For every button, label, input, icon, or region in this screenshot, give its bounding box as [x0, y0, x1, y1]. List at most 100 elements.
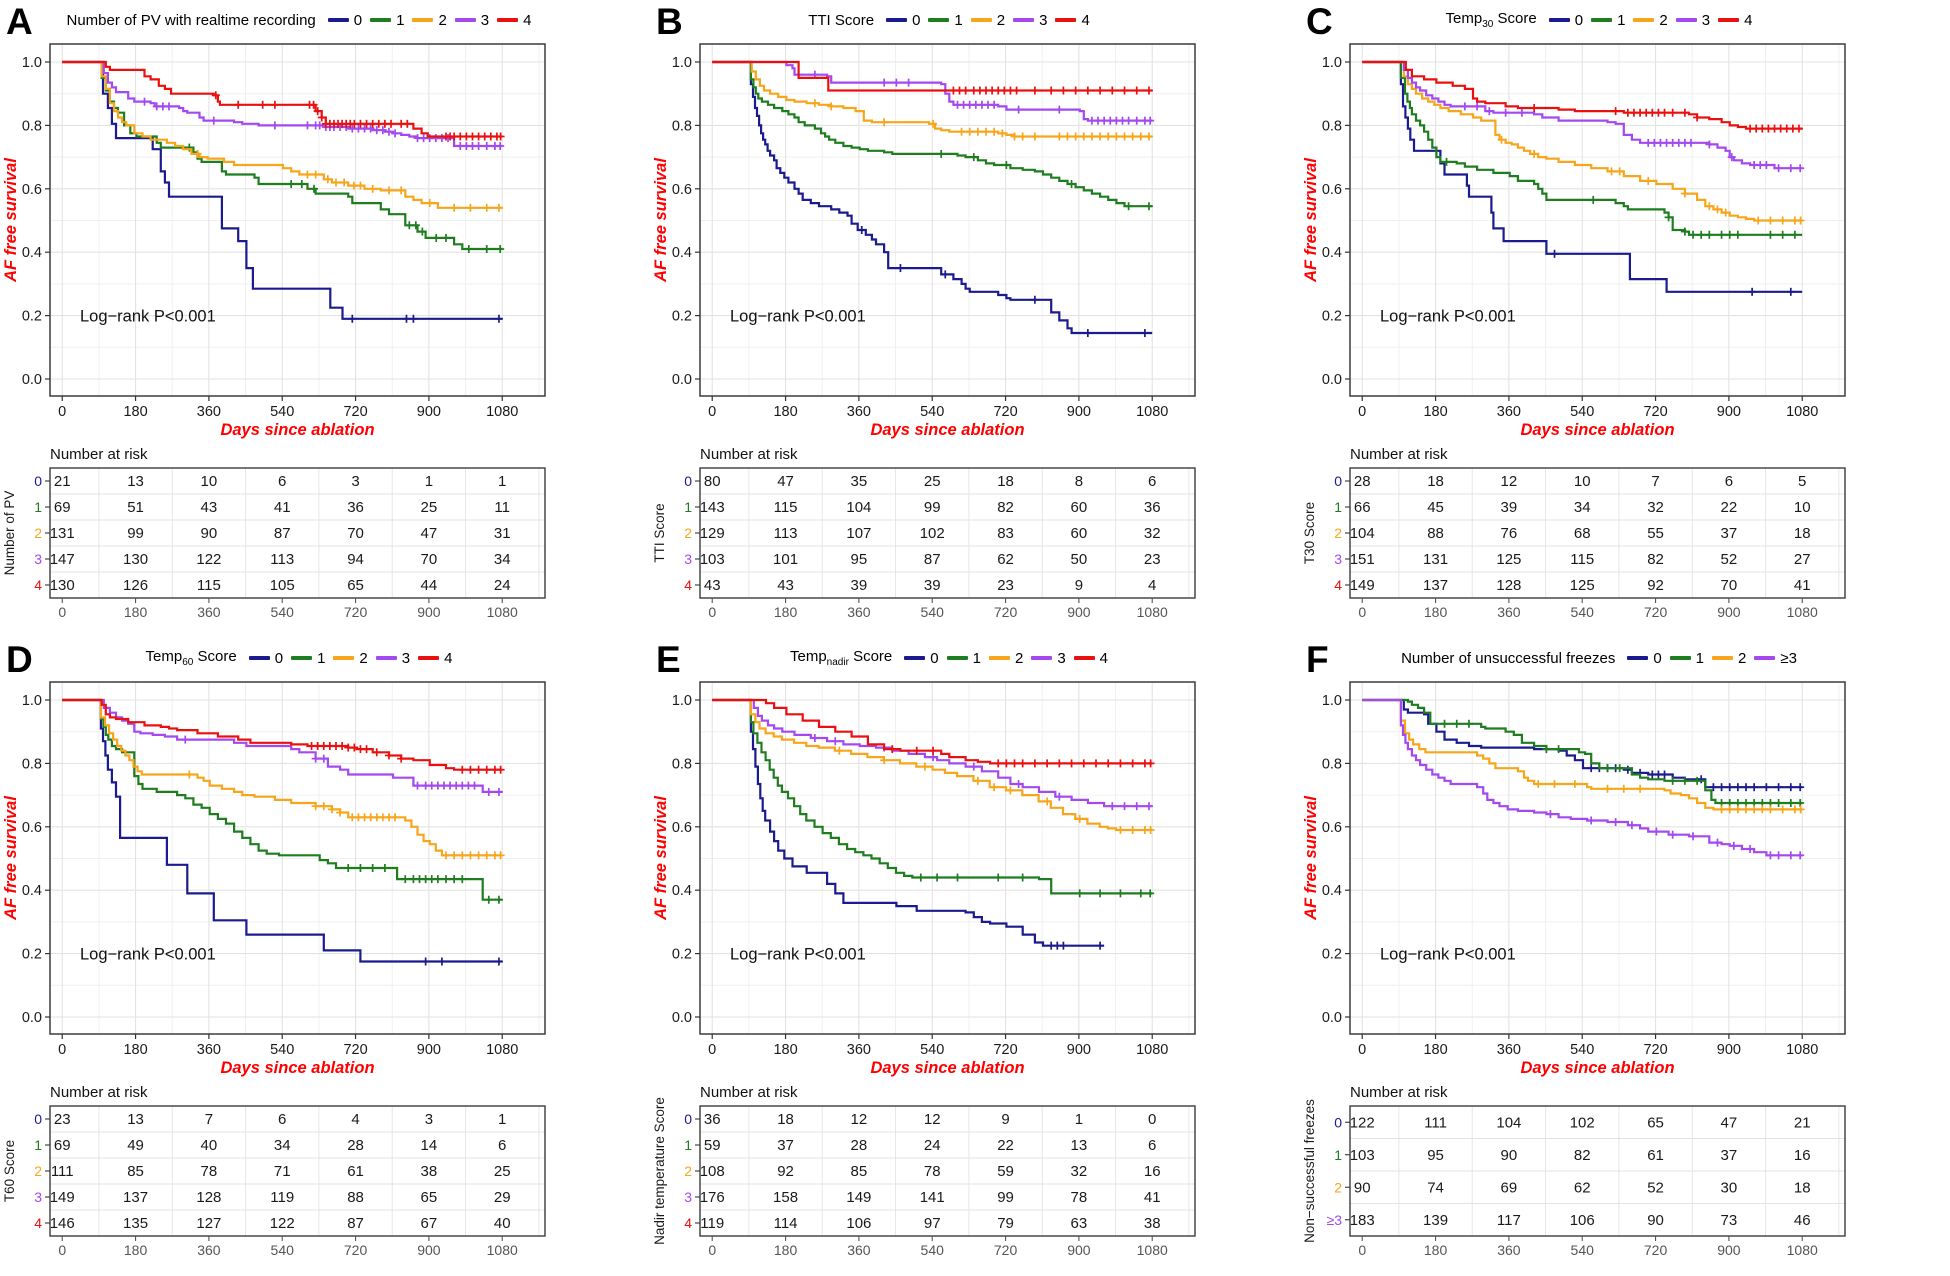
risk-x-tick-label: 900 — [1717, 1242, 1741, 1258]
panel-f: F Number of unsuccessful freezes 0 1 2 ≥3 0.… — [1300, 638, 1950, 1276]
x-tick-label: 540 — [1570, 404, 1594, 420]
legend-item: 0 — [904, 650, 939, 667]
risk-value: 3 — [351, 473, 359, 490]
risk-value: 40 — [494, 1215, 511, 1232]
legend-label: 4 — [523, 11, 532, 29]
risk-value: 18 — [1427, 473, 1444, 490]
y-tick-label: 0.6 — [1322, 820, 1342, 836]
risk-value: 27 — [1794, 551, 1811, 568]
y-tick-label: 0.2 — [1322, 309, 1342, 325]
risk-value: 41 — [1144, 1189, 1161, 1206]
legend-item: 3 — [1675, 12, 1710, 29]
risk-value: 131 — [1423, 551, 1448, 568]
y-tick-label: 0.8 — [1322, 118, 1342, 134]
risk-value: 62 — [997, 551, 1014, 568]
x-tick-label: 0 — [1358, 404, 1366, 420]
risk-value: 39 — [1501, 499, 1518, 516]
risk-x-tick-label: 900 — [417, 1242, 441, 1258]
x-tick-label: 1080 — [486, 404, 518, 420]
x-tick-label: 180 — [773, 404, 797, 420]
legend-label: 3 — [1039, 11, 1048, 29]
risk-value: 87 — [274, 525, 291, 542]
risk-value: 61 — [1647, 1147, 1664, 1164]
risk-x-tick-label: 360 — [1497, 1242, 1521, 1258]
risk-row-label: 1 — [684, 499, 692, 515]
km-curve-3 — [1362, 60, 1803, 170]
legend-line-icon — [928, 18, 950, 22]
x-tick-label: 540 — [920, 404, 944, 420]
risk-x-tick-label: 180 — [1424, 604, 1448, 620]
x-tick-label: 1080 — [1786, 404, 1818, 420]
risk-x-tick-label: 360 — [197, 604, 221, 620]
risk-value: 69 — [1501, 1179, 1518, 1196]
risk-value: 51 — [127, 499, 144, 516]
legend-label: 2 — [438, 11, 447, 29]
risk-value: 113 — [774, 525, 798, 542]
legend-label: 0 — [1653, 649, 1662, 667]
risk-value: 80 — [704, 473, 721, 490]
risk-value: 37 — [1721, 1147, 1738, 1164]
legend-label: 0 — [274, 649, 284, 667]
legend-line-icon — [333, 656, 355, 660]
y-axis-title: AF free survival — [1302, 158, 1320, 283]
km-chart-svg: 0.00.20.40.60.81.00 180 360 540 720 900 1080Da… — [652, 43, 1196, 620]
risk-value: 78 — [201, 1163, 218, 1180]
risk-value: 46 — [1794, 1212, 1811, 1229]
logrank-pvalue: Log−rank P<0.001 — [80, 308, 216, 326]
risk-value: 24 — [924, 1137, 941, 1154]
chart-legend: Temp30 Score 0 1 2 3 4 — [1325, 4, 1873, 36]
risk-value: 28 — [1354, 473, 1371, 490]
y-tick-label: 0.8 — [22, 118, 42, 134]
legend-title: Number of unsuccessful freezes — [1401, 649, 1616, 667]
legend-item: 4 — [1718, 12, 1752, 29]
risk-value: 6 — [1148, 1137, 1156, 1154]
y-tick-label: 0.0 — [1322, 372, 1342, 388]
risk-value: 78 — [1071, 1189, 1088, 1206]
legend-item: 0 — [1548, 12, 1583, 29]
legend-line-icon — [497, 18, 519, 22]
risk-value: 1 — [498, 1111, 506, 1128]
legend-item: 0 — [1627, 649, 1662, 667]
risk-value: 131 — [50, 525, 75, 542]
risk-value: 149 — [50, 1189, 75, 1206]
risk-value: 47 — [1721, 1114, 1738, 1131]
risk-value: 70 — [347, 525, 364, 542]
risk-table-header: Number at risk — [700, 1084, 798, 1101]
risk-value: 44 — [421, 577, 438, 594]
legend-item: 2 — [970, 12, 1005, 29]
risk-value: 61 — [347, 1163, 364, 1180]
km-curve-1 — [62, 698, 503, 901]
risk-value: 149 — [1350, 577, 1375, 594]
legend-label: 2 — [1738, 649, 1747, 667]
risk-x-tick-label: 540 — [271, 1242, 295, 1258]
plot-border — [1349, 43, 1846, 397]
risk-value: 103 — [1350, 1147, 1375, 1164]
risk-value: 16 — [1794, 1147, 1811, 1164]
legend-item: 0 — [248, 649, 284, 667]
km-curve-0 — [712, 698, 1105, 947]
risk-x-tick-label: 900 — [1717, 604, 1741, 620]
risk-value: 119 — [700, 1215, 724, 1232]
legend-line-icon — [1073, 656, 1095, 660]
risk-x-tick-label: 0 — [1358, 1242, 1366, 1258]
x-tick-label: 1080 — [1136, 1042, 1168, 1058]
km-curve-0 — [1362, 60, 1803, 293]
panel-letter: C — [1306, 1, 1333, 42]
legend-line-icon — [1675, 18, 1697, 22]
legend-item: 3 — [375, 650, 410, 667]
risk-value: 36 — [347, 499, 364, 516]
risk-table-header: Number at risk — [50, 1084, 148, 1101]
legend-line-icon — [970, 18, 992, 22]
risk-value: 37 — [1721, 525, 1738, 542]
legend-label: 4 — [1744, 11, 1753, 29]
risk-value: 9 — [1075, 577, 1083, 594]
y-tick-label: 0.0 — [22, 372, 42, 388]
legend-item: 1 — [1591, 12, 1625, 29]
legend-line-icon — [454, 18, 476, 22]
x-tick-label: 540 — [270, 404, 294, 420]
risk-x-tick-label: 1080 — [487, 1242, 518, 1258]
risk-value: 5 — [1798, 473, 1806, 490]
risk-value: 11 — [494, 499, 510, 516]
risk-x-tick-label: 720 — [344, 1242, 368, 1258]
km-chart-svg: 0.00.20.40.60.81.00 180 360 540 720 900 1080Da… — [1302, 681, 1846, 1258]
